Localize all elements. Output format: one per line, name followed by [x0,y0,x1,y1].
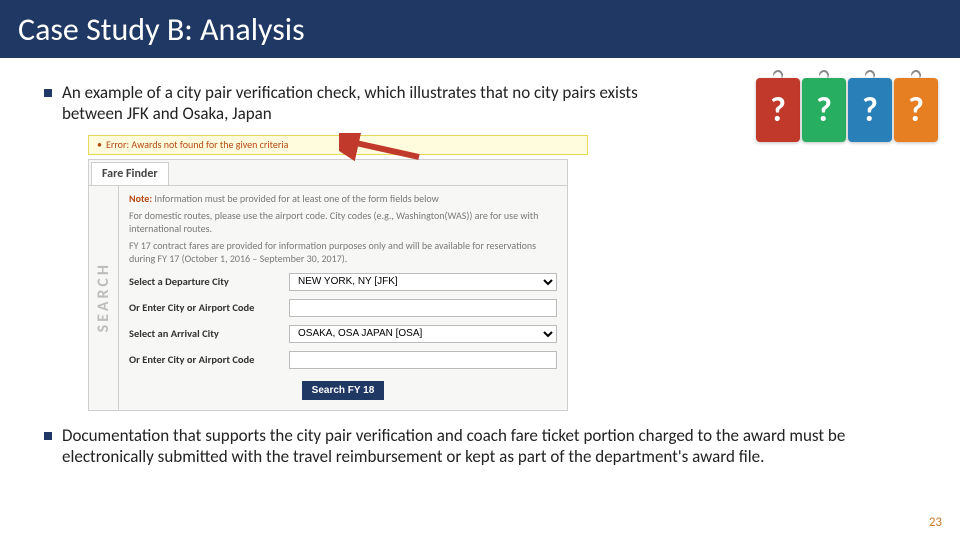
card-tabs: Fare Finder [89,160,567,186]
search-vertical-label: SEARCH [94,262,113,332]
question-mark-icon: ? [862,90,878,131]
tab-fare-finder[interactable]: Fare Finder [91,162,169,185]
button-row: Search FY 18 [129,379,557,400]
slide-title: Case Study B: Analysis [18,10,305,49]
info-line-1: For domestic routes, please use the airp… [129,209,557,235]
bullet-1-text: An example of a city pair verification c… [62,82,642,125]
departure-select[interactable]: NEW YORK, NY [JFK] [289,273,557,291]
search-button[interactable]: Search FY 18 [302,381,385,400]
note-line: Note: Information must be provided for a… [129,192,557,205]
error-strip: • Error: Awards not found for the given … [88,135,588,155]
bullet-2-text: Documentation that supports the city pai… [62,425,916,468]
row-departure: Select a Departure City NEW YORK, NY [JF… [129,273,557,291]
question-mark-icon: ? [770,90,786,131]
form-column: Note: Information must be provided for a… [119,186,567,410]
note-label: Note: [129,192,152,205]
question-card-orange: ? [894,78,938,142]
slide: Case Study B: Analysis An example of a c… [0,0,960,540]
bullet-marker-icon [44,89,52,97]
title-bar: Case Study B: Analysis [0,0,960,58]
page-number: 23 [929,515,942,530]
departure-code-label: Or Enter City or Airport Code [129,301,289,314]
arrival-label: Select an Arrival City [129,327,289,340]
arrival-select[interactable]: OSAKA, OSA JAPAN [OSA] [289,325,557,343]
question-card-blue: ? [848,78,892,142]
card-body: SEARCH Note: Information must be provide… [89,186,567,410]
info-line-2: FY 17 contract fares are provided for in… [129,239,557,265]
row-arrival-code: Or Enter City or Airport Code [129,351,557,369]
fare-finder-figure: • Error: Awards not found for the given … [88,135,588,411]
question-mark-icon: ? [816,90,832,131]
arrival-code-label: Or Enter City or Airport Code [129,353,289,366]
row-departure-code: Or Enter City or Airport Code [129,299,557,317]
fare-finder-card: Fare Finder SEARCH Note: Information mus… [88,159,568,411]
error-text: Error: Awards not found for the given cr… [106,138,288,151]
question-card-red: ? [756,78,800,142]
error-bullet-icon: • [97,138,102,151]
search-column: SEARCH [89,186,119,410]
question-card-green: ? [802,78,846,142]
departure-label: Select a Departure City [129,275,289,288]
question-mark-icon: ? [908,90,924,131]
bullet-2: Documentation that supports the city pai… [44,425,916,468]
question-cards: ? ? ? ? [756,78,938,142]
bullet-marker-icon [44,432,52,440]
note-text: Information must be provided for at leas… [154,192,438,205]
row-arrival: Select an Arrival City OSAKA, OSA JAPAN … [129,325,557,343]
arrival-code-input[interactable] [289,351,557,369]
departure-code-input[interactable] [289,299,557,317]
callout-arrow-icon [339,133,429,163]
